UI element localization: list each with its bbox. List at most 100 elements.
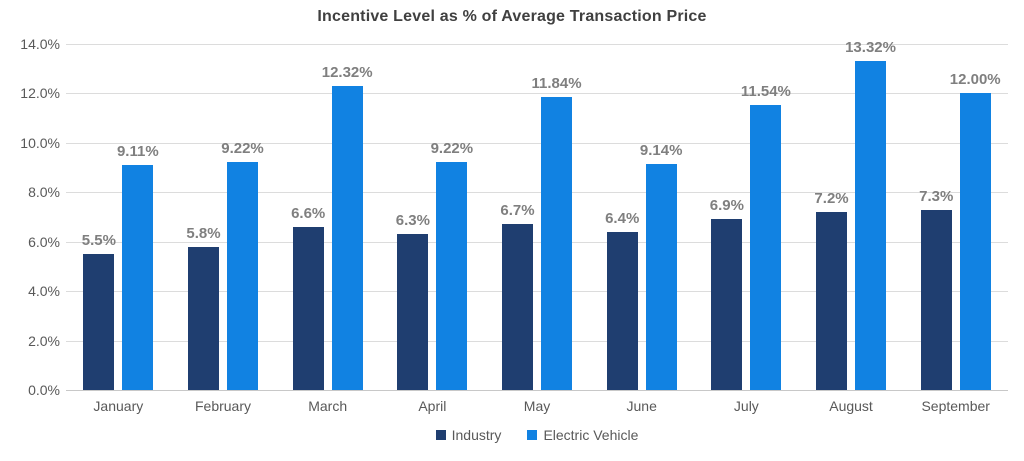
industry-bar bbox=[502, 224, 534, 390]
bar-value-label: 12.00% bbox=[949, 71, 1001, 89]
bar-value-label: 9.11% bbox=[116, 142, 159, 160]
chart-legend: Industry Electric Vehicle bbox=[66, 427, 1008, 443]
gridline bbox=[66, 390, 1008, 391]
gridline bbox=[66, 142, 1008, 144]
gridline bbox=[66, 340, 1008, 342]
bar-group-july: 6.9% 11.54% bbox=[694, 44, 799, 390]
barwrap: 6.4% bbox=[605, 44, 640, 390]
bar-group-april: 6.3% 9.22% bbox=[380, 44, 485, 390]
bar-value-label: 12.32% bbox=[321, 63, 373, 81]
legend-label: Industry bbox=[451, 427, 502, 443]
y-axis-tick-label: 4.0% bbox=[28, 283, 60, 300]
industry-bar bbox=[397, 234, 429, 390]
industry-bar bbox=[83, 254, 115, 390]
x-axis-labels: January February March April May June July Augu… bbox=[66, 398, 1008, 414]
electric-vehicle-bar bbox=[541, 97, 573, 390]
bar-value-label: 11.84% bbox=[531, 75, 582, 93]
bar-value-label: 9.14% bbox=[639, 142, 683, 160]
industry-bar bbox=[606, 231, 638, 390]
bar-value-label: 11.54% bbox=[740, 82, 791, 100]
x-axis-label-august: August bbox=[829, 398, 873, 414]
industry-bar bbox=[920, 209, 952, 390]
y-axis-tick-label: 8.0% bbox=[28, 184, 60, 201]
barwrap: 9.11% bbox=[117, 44, 159, 390]
legend-swatch-icon bbox=[527, 430, 538, 440]
y-axis-tick-label: 0.0% bbox=[28, 382, 60, 398]
electric-vehicle-bar bbox=[227, 162, 258, 390]
barwrap: 12.32% bbox=[322, 44, 373, 390]
electric-vehicle-bar bbox=[645, 164, 677, 390]
electric-vehicle-bar bbox=[122, 164, 154, 390]
electric-vehicle-bar bbox=[436, 162, 468, 390]
electric-vehicle-bar bbox=[855, 60, 887, 390]
industry-bar bbox=[188, 246, 219, 390]
industry-bar bbox=[711, 219, 743, 390]
x-axis-label-may: May bbox=[523, 398, 551, 414]
bar-value-label: 6.3% bbox=[395, 212, 430, 230]
bar-value-label: 6.7% bbox=[500, 202, 535, 220]
y-axis-tick-label: 12.0% bbox=[20, 85, 60, 102]
bar-value-label: 6.4% bbox=[605, 209, 640, 227]
bar-value-label: 6.9% bbox=[709, 197, 744, 215]
gridline bbox=[66, 291, 1008, 293]
bar-group-march: 6.6% 12.32% bbox=[275, 44, 380, 390]
bar-value-label: 6.6% bbox=[291, 204, 326, 222]
bar-groups-container: 5.5% 9.11% 5.8% 9.22% 6.6% 12.32% 6.3% 9.22% 6.7… bbox=[66, 39, 1008, 390]
barwrap: 6.3% bbox=[395, 44, 430, 390]
bar-value-label: 5.8% bbox=[186, 224, 221, 242]
barwrap: 11.54% bbox=[741, 44, 791, 390]
legend-label: Electric Vehicle bbox=[543, 427, 639, 443]
chart-title: Incentive Level as % of Average Transact… bbox=[317, 8, 707, 25]
barwrap: 12.00% bbox=[950, 44, 1001, 390]
legend-item-industry: Industry bbox=[435, 427, 502, 443]
barwrap: 7.3% bbox=[919, 44, 954, 390]
barwrap: 6.9% bbox=[709, 44, 744, 390]
bar-value-label: 7.3% bbox=[919, 187, 954, 205]
electric-vehicle-bar bbox=[331, 85, 363, 390]
x-axis-label-january: January bbox=[93, 398, 144, 414]
x-axis-label-september: September bbox=[921, 398, 990, 414]
barwrap: 5.8% bbox=[186, 44, 221, 390]
barwrap: 9.22% bbox=[431, 44, 473, 390]
barwrap: 13.32% bbox=[845, 39, 896, 390]
x-axis-label-march: March bbox=[308, 398, 348, 414]
gridline bbox=[66, 93, 1008, 95]
industry-bar bbox=[816, 212, 848, 390]
barwrap: 6.6% bbox=[291, 44, 326, 390]
electric-vehicle-bar bbox=[750, 104, 782, 390]
bar-group-september: 7.3% 12.00% bbox=[903, 44, 1008, 390]
barwrap: 6.7% bbox=[500, 44, 535, 390]
barwrap: 5.5% bbox=[81, 44, 116, 390]
industry-bar bbox=[292, 226, 324, 390]
bar-group-january: 5.5% 9.11% bbox=[66, 44, 171, 390]
y-axis-tick-label: 10.0% bbox=[20, 134, 60, 151]
bar-group-may: 6.7% 11.84% bbox=[485, 44, 590, 390]
x-axis-label-april: April bbox=[418, 398, 447, 414]
barwrap: 9.14% bbox=[640, 44, 682, 390]
bar-value-label: 9.22% bbox=[430, 140, 474, 158]
gridline bbox=[66, 241, 1008, 243]
bar-group-february: 5.8% 9.22% bbox=[171, 44, 276, 390]
x-axis-label-july: July bbox=[733, 398, 759, 414]
x-axis-label-february: February bbox=[194, 398, 252, 414]
y-axis-tick-label: 2.0% bbox=[28, 332, 60, 349]
y-axis-tick-label: 14.0% bbox=[20, 36, 60, 52]
electric-vehicle-bar bbox=[959, 93, 991, 390]
legend-swatch-icon bbox=[435, 430, 446, 440]
bar-group-june: 6.4% 9.14% bbox=[589, 44, 694, 390]
gridline bbox=[66, 192, 1008, 194]
bar-value-label: 13.32% bbox=[845, 38, 896, 56]
gridline bbox=[66, 44, 1008, 45]
legend-item-electric-vehicle: Electric Vehicle bbox=[527, 427, 638, 443]
barwrap: 7.2% bbox=[814, 44, 849, 390]
barwrap: 11.84% bbox=[531, 44, 582, 390]
bar-value-label: 5.5% bbox=[81, 232, 116, 250]
bar-value-label: 9.22% bbox=[221, 140, 264, 158]
bar-group-august: 7.2% 13.32% bbox=[799, 39, 904, 390]
barwrap: 9.22% bbox=[221, 44, 264, 390]
x-axis-label-june: June bbox=[626, 398, 657, 414]
bar-value-label: 7.2% bbox=[814, 190, 849, 208]
y-axis-tick-label: 6.0% bbox=[28, 233, 60, 250]
plot-area bbox=[66, 44, 1008, 391]
